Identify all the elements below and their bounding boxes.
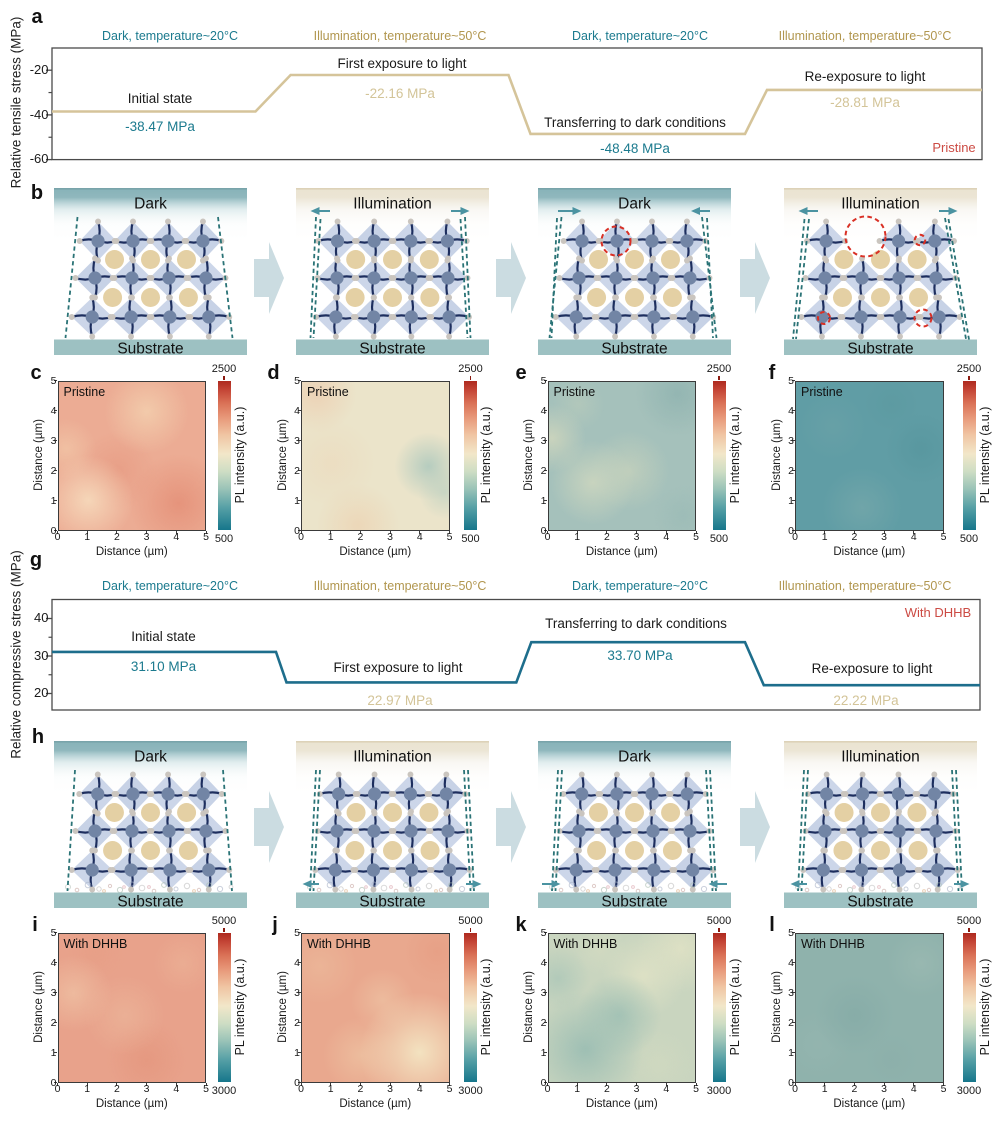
svg-text:Substrate: Substrate [601, 894, 667, 910]
svg-text:Substrate: Substrate [117, 341, 183, 357]
svg-text:Substrate: Substrate [601, 341, 667, 357]
svg-text:Dark: Dark [134, 749, 167, 766]
svg-text:Dark: Dark [134, 196, 167, 213]
svg-text:Illumination: Illumination [353, 749, 431, 766]
svg-text:Substrate: Substrate [359, 894, 425, 910]
svg-text:Dark: Dark [618, 196, 651, 213]
svg-text:Substrate: Substrate [359, 341, 425, 357]
svg-text:Dark: Dark [618, 749, 651, 766]
svg-text:Substrate: Substrate [847, 341, 913, 357]
svg-text:Illumination: Illumination [353, 196, 431, 213]
svg-text:Illumination: Illumination [841, 196, 919, 213]
svg-text:Substrate: Substrate [847, 894, 913, 910]
svg-text:Illumination: Illumination [841, 749, 919, 766]
svg-text:Substrate: Substrate [117, 894, 183, 910]
